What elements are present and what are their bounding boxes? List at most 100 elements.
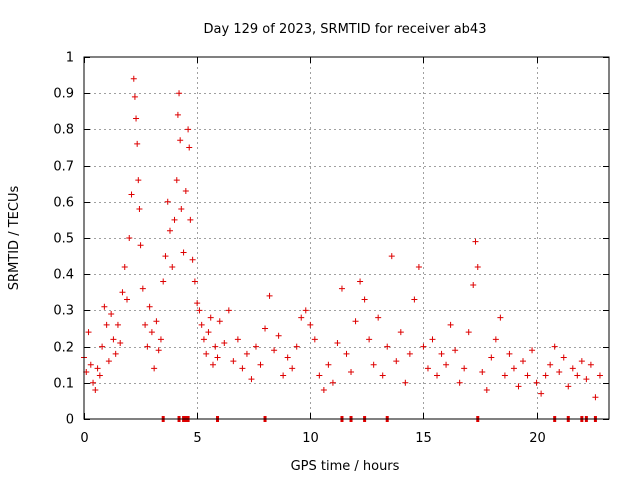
x-tick-label: 0: [80, 431, 88, 446]
data-point: [411, 296, 418, 303]
data-point: [169, 263, 176, 270]
data-point: [307, 321, 314, 328]
data-point: [92, 387, 99, 394]
data-point: [85, 329, 92, 336]
data-point: [338, 285, 345, 292]
data-point: [177, 137, 184, 144]
data-point: [402, 379, 409, 386]
data-point: [108, 311, 115, 318]
data-point: [243, 350, 250, 357]
data-point: [160, 278, 167, 285]
data-point: [302, 307, 309, 314]
data-point: [329, 379, 336, 386]
data-point: [114, 321, 121, 328]
data-point: [501, 372, 508, 379]
data-point: [565, 383, 572, 390]
data-point: [583, 376, 590, 383]
data-point: [492, 336, 499, 343]
data-point: [131, 93, 138, 100]
data-point: [173, 177, 180, 184]
data-point: [123, 296, 130, 303]
data-point: [556, 368, 563, 375]
data-point: [225, 307, 232, 314]
data-point: [239, 365, 246, 372]
y-tick-label: 0.5: [53, 232, 74, 247]
data-point: [212, 343, 219, 350]
data-point: [157, 336, 164, 343]
data-point: [155, 347, 162, 354]
x-tick-label: 5: [193, 431, 201, 446]
data-point: [248, 376, 255, 383]
data-point: [461, 365, 468, 372]
data-point: [144, 343, 151, 350]
data-point: [117, 339, 124, 346]
data-point: [298, 314, 305, 321]
data-point: [352, 318, 359, 325]
x-tick-label: 20: [529, 431, 546, 446]
data-point: [515, 383, 522, 390]
data-point: [447, 321, 454, 328]
data-point: [130, 75, 137, 82]
data-point: [191, 278, 198, 285]
data-point: [569, 365, 576, 372]
data-point: [266, 292, 273, 299]
data-point: [176, 90, 183, 97]
data-point: [587, 361, 594, 368]
data-point: [196, 307, 203, 314]
data-point: [547, 361, 554, 368]
data-point: [119, 289, 126, 296]
data-point: [257, 361, 264, 368]
x-tick-label: 15: [415, 431, 432, 446]
data-point: [174, 111, 181, 118]
data-point: [87, 361, 94, 368]
data-point: [135, 177, 142, 184]
data-point: [311, 336, 318, 343]
data-point: [214, 354, 221, 361]
data-point: [452, 347, 459, 354]
data-point: [182, 187, 189, 194]
plot-frame: [83, 56, 610, 420]
data-point: [185, 126, 192, 133]
x-axis-label: GPS time / hours: [291, 459, 400, 474]
data-point: [343, 350, 350, 357]
data-point: [200, 336, 207, 343]
data-point: [361, 296, 368, 303]
data-point: [357, 278, 364, 285]
data-point: [180, 249, 187, 256]
data-point: [560, 354, 567, 361]
data-point: [90, 379, 97, 386]
data-point: [94, 365, 101, 372]
data-point: [280, 372, 287, 379]
data-point: [142, 321, 149, 328]
data-point: [128, 191, 135, 198]
data-point: [205, 329, 212, 336]
data-point: [134, 140, 141, 147]
data-point: [465, 329, 472, 336]
y-tick-label: 0.3: [53, 304, 74, 319]
data-points: [81, 75, 603, 401]
data-point: [103, 321, 110, 328]
y-tick-label: 0.8: [53, 123, 74, 138]
data-point: [162, 253, 169, 260]
data-point: [574, 372, 581, 379]
data-point: [148, 329, 155, 336]
data-point: [289, 365, 296, 372]
data-point: [472, 238, 479, 245]
data-point: [203, 350, 210, 357]
data-point: [96, 372, 103, 379]
data-point: [325, 361, 332, 368]
data-point: [293, 343, 300, 350]
data-point: [126, 235, 133, 241]
data-point: [209, 361, 216, 368]
data-point: [153, 318, 160, 325]
data-point: [187, 216, 194, 223]
data-point: [434, 372, 441, 379]
data-point: [186, 144, 193, 151]
data-point: [252, 343, 259, 350]
data-point: [99, 343, 106, 350]
y-tick-label: 0.1: [53, 377, 74, 392]
data-point: [397, 329, 404, 336]
data-point: [596, 372, 603, 379]
data-point: [406, 350, 413, 357]
